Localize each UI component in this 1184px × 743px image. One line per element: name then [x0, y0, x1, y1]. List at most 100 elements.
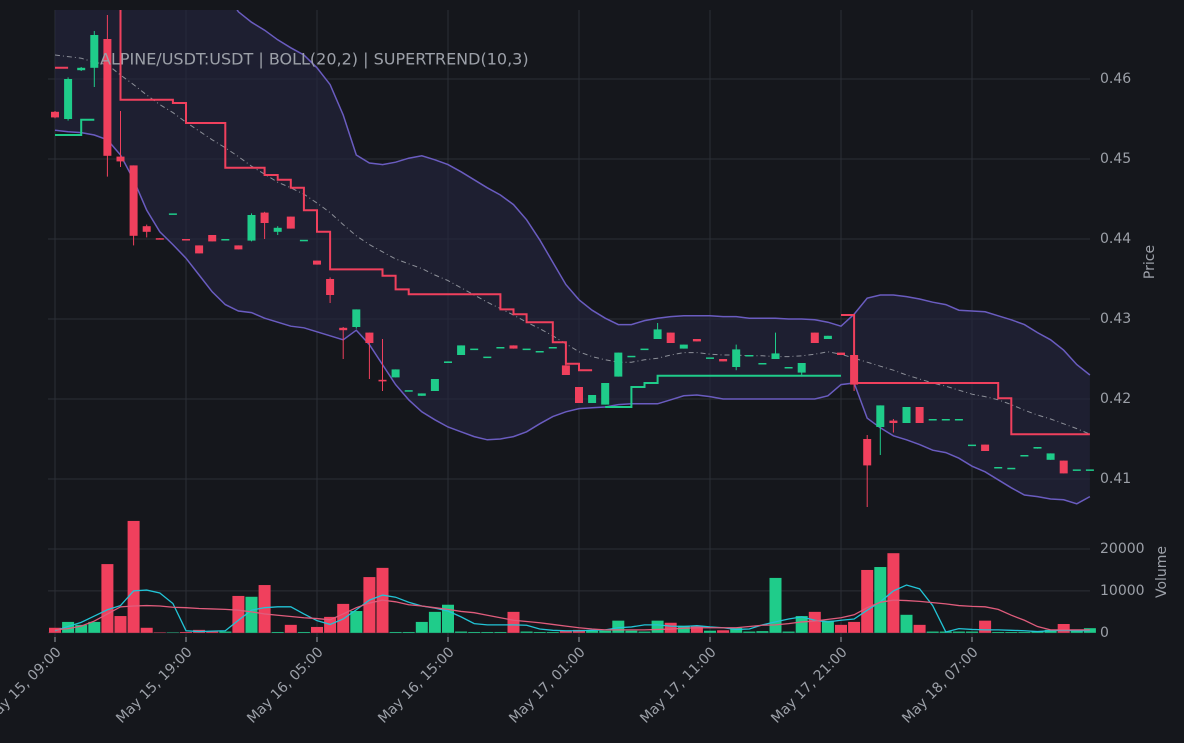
bollinger-lower: [54, 129, 1091, 505]
volume-bar: [1018, 631, 1031, 633]
candle-body: [850, 355, 859, 385]
candle-body: [535, 351, 544, 353]
volume-bar: [913, 624, 926, 633]
volume-bar: [350, 611, 363, 633]
y-tick-label: 0.45: [1100, 151, 1131, 167]
volume-bar: [782, 631, 795, 633]
volume-bar: [206, 631, 219, 633]
volume-plot: [49, 520, 1096, 633]
candle-body: [758, 363, 767, 365]
volume-bar: [586, 630, 599, 633]
candle-body: [457, 345, 466, 355]
volume-bar: [979, 620, 992, 633]
candle-body: [679, 344, 688, 349]
candle-body: [810, 332, 819, 343]
candle-body: [954, 419, 963, 421]
volume-bar: [966, 631, 978, 633]
candle-body: [352, 309, 361, 327]
supertrend-line: [55, 118, 841, 408]
volume-bar: [926, 631, 939, 633]
candle-body: [1046, 453, 1055, 460]
candle-body: [784, 367, 793, 369]
volume-bar: [127, 520, 140, 633]
bollinger-middle: [54, 54, 1091, 435]
candle-body: [391, 369, 400, 378]
candle-body: [299, 239, 308, 242]
volume-bar: [180, 631, 192, 633]
volume-bar: [612, 620, 625, 633]
candle-body: [77, 67, 86, 71]
volume-bar: [428, 611, 441, 633]
candle-body: [90, 35, 99, 68]
y-tick-label: 0.46: [1100, 71, 1131, 87]
candle-body: [561, 365, 570, 375]
volume-bar: [481, 631, 494, 633]
candle-body: [1085, 469, 1094, 471]
volume-bar: [861, 569, 874, 633]
volume-bar: [821, 620, 834, 633]
candle-body: [365, 332, 374, 343]
volume-bar: [546, 631, 559, 633]
candle-body: [941, 419, 950, 421]
volume-bar: [664, 622, 677, 633]
candle-body: [129, 165, 138, 236]
volume-bar: [952, 631, 965, 633]
volume-average: [54, 584, 1090, 633]
candle-body: [797, 363, 806, 373]
band-fill: [55, 10, 1090, 504]
candle-body: [719, 359, 728, 362]
candle-body: [509, 345, 518, 349]
candle-body: [103, 39, 112, 156]
candle-body: [116, 156, 125, 162]
volume-bar: [219, 631, 232, 633]
candle-body: [745, 355, 754, 357]
volume-bar: [769, 577, 782, 633]
volume-bar: [808, 611, 821, 633]
volume-bar: [363, 577, 376, 633]
volume-bar: [625, 630, 638, 633]
candle-body: [522, 348, 531, 351]
volume-bar: [101, 564, 114, 633]
volume-bar: [88, 621, 101, 633]
candle-body: [234, 245, 243, 250]
volume-bar: [75, 624, 88, 633]
candle-body: [876, 405, 885, 427]
candle-body: [260, 212, 269, 223]
candle-body: [915, 407, 924, 423]
volume-bar: [311, 626, 323, 633]
volume-bar: [900, 614, 913, 633]
candle-body: [168, 213, 177, 215]
volume-bar: [677, 625, 690, 633]
candle-body: [417, 393, 426, 396]
y-tick-label: 0.44: [1100, 231, 1131, 247]
volume-bar: [874, 567, 887, 633]
candle-body: [889, 420, 898, 423]
candle-body: [863, 439, 872, 466]
candle-body: [430, 379, 439, 391]
candle-body: [692, 339, 701, 342]
volume-bar: [835, 624, 847, 633]
candle-body: [496, 347, 505, 349]
candle-body: [771, 353, 780, 359]
candle-body: [286, 216, 295, 229]
volume-bar: [297, 631, 310, 633]
volume-bar: [258, 585, 271, 633]
candle-body: [981, 444, 990, 451]
volume-bar: [1005, 631, 1018, 633]
y-tick-label: 0.41: [1100, 471, 1131, 487]
candle-body: [64, 79, 73, 119]
candle-body: [1059, 460, 1068, 474]
volume-bar: [114, 616, 127, 633]
candle-body: [640, 348, 649, 351]
volume-bar: [651, 620, 664, 633]
volume-bar: [638, 631, 651, 633]
candle-body: [601, 383, 610, 405]
volume-bar: [1057, 624, 1070, 633]
volume-bar: [389, 631, 402, 633]
candle-body: [339, 327, 348, 331]
volume-bar: [140, 627, 153, 633]
volume-bar: [992, 631, 1005, 633]
volume-bar: [599, 630, 612, 633]
volume-bar: [520, 631, 533, 633]
